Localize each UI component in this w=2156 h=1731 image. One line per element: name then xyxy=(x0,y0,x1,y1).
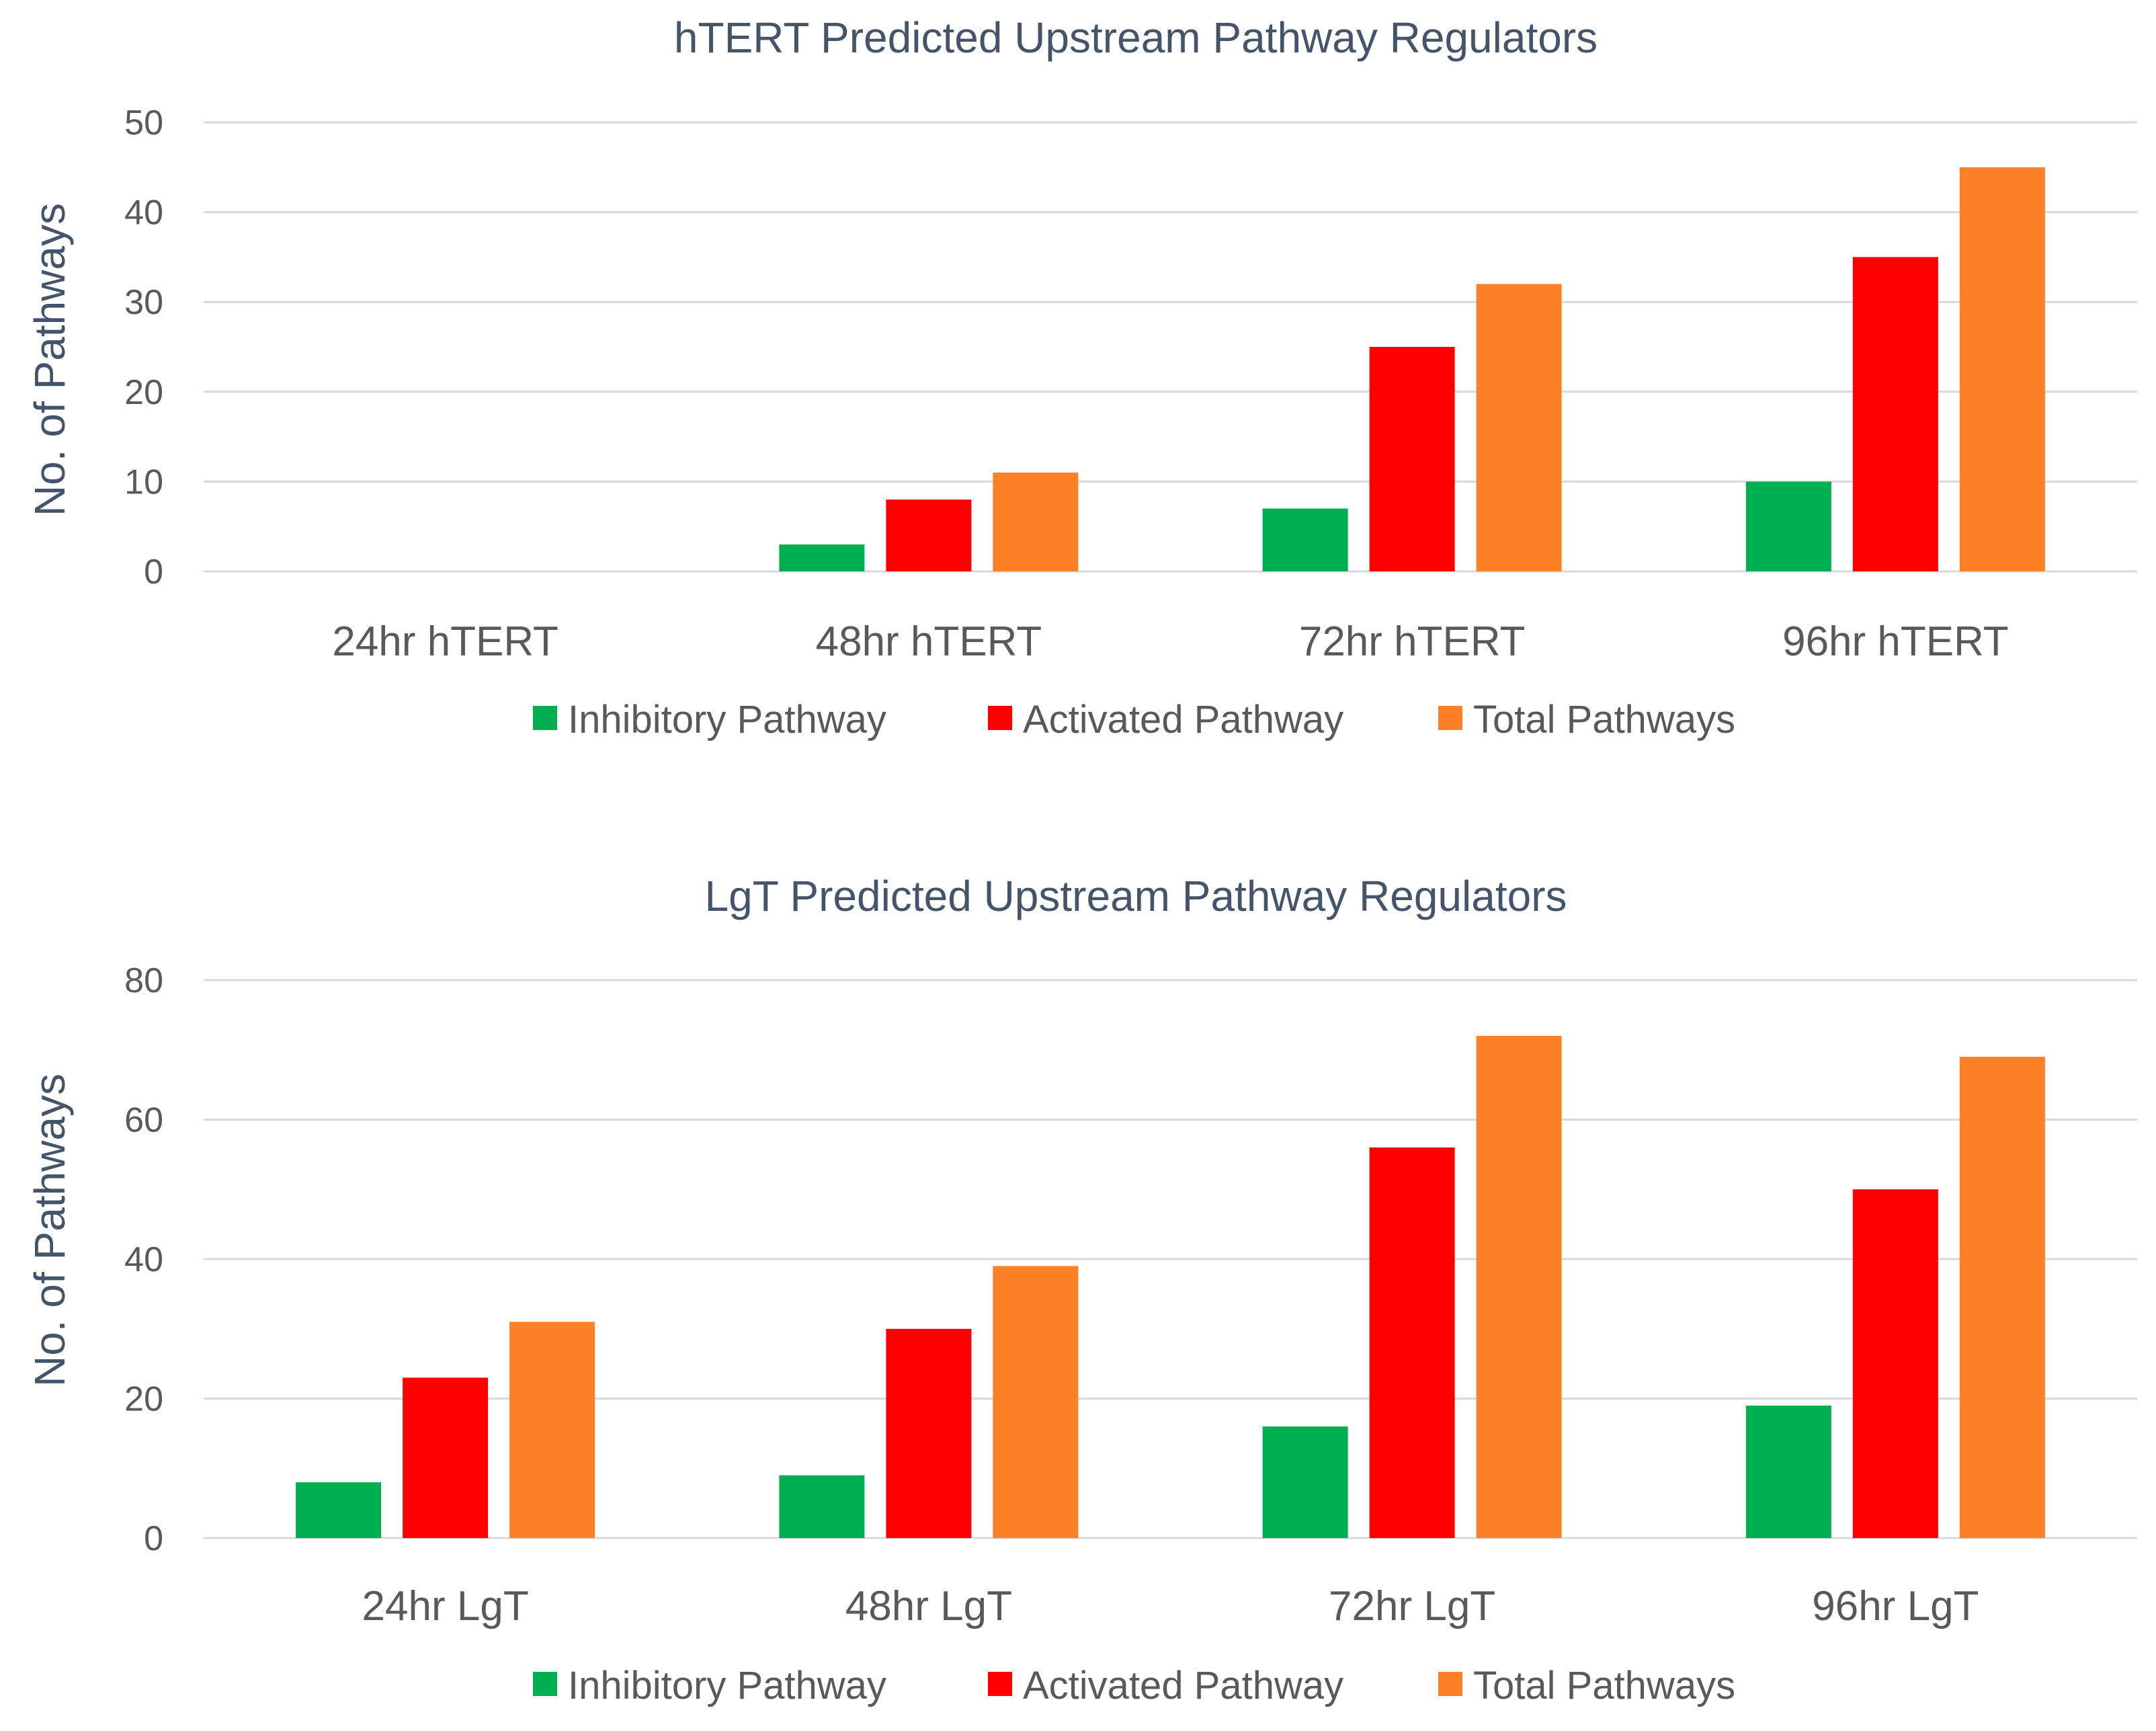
bar-inhibitory-pathway xyxy=(1262,508,1348,571)
legend-swatch xyxy=(533,706,557,730)
legend-swatch xyxy=(1438,706,1462,730)
bar-activated-pathway xyxy=(403,1377,489,1538)
y-tick-label: 40 xyxy=(124,1240,163,1279)
y-axis-ticks: 0 20 40 60 80 xyxy=(124,961,163,1558)
bar-inhibitory-pathway xyxy=(1745,481,1831,571)
legend: Inhibitory Pathway Activated Pathway Total… xyxy=(533,1664,1735,1707)
legend-label: Activated Pathway xyxy=(1023,698,1343,741)
bar-total-pathways xyxy=(993,473,1079,571)
x-axis-ticks: 24hr hTERT 48hr hTERT 72hr hTERT 96hr hTERT xyxy=(332,618,2008,665)
bar-inhibitory-pathway xyxy=(296,1482,382,1538)
y-tick-label: 0 xyxy=(144,1519,163,1558)
y-tick-label: 20 xyxy=(124,1380,163,1419)
bar-inhibitory-pathway xyxy=(779,544,865,571)
chart-title: LgT Predicted Upstream Pathway Regulator… xyxy=(705,872,1567,920)
bar-total-pathways xyxy=(1476,1036,1562,1538)
bar-inhibitory-pathway xyxy=(1262,1426,1348,1538)
legend-swatch xyxy=(988,1672,1012,1696)
legend-label: Total Pathways xyxy=(1473,698,1735,741)
bar-inhibitory-pathway xyxy=(1745,1405,1831,1538)
x-tick-label: 72hr LgT xyxy=(1329,1583,1495,1629)
x-tick-label: 24hr hTERT xyxy=(332,618,558,665)
x-tick-label: 24hr LgT xyxy=(362,1583,529,1629)
chart-title: hTERT Predicted Upstream Pathway Regulat… xyxy=(674,13,1598,62)
bar-activated-pathway xyxy=(1369,347,1455,571)
bar-total-pathways xyxy=(1959,167,2045,572)
x-tick-label: 48hr LgT xyxy=(845,1583,1012,1629)
y-tick-label: 0 xyxy=(144,553,163,592)
lgt-chart: LgT Predicted Upstream Pathway Regulator… xyxy=(26,872,2137,1707)
bar-activated-pathway xyxy=(1852,1189,1938,1538)
bars xyxy=(296,1036,2045,1538)
bar-total-pathways xyxy=(509,1322,595,1538)
bar-activated-pathway xyxy=(1852,257,1938,571)
legend-label: Inhibitory Pathway xyxy=(568,698,886,741)
y-tick-label: 60 xyxy=(124,1101,163,1140)
legend-swatch xyxy=(988,706,1012,730)
htert-chart: hTERT Predicted Upstream Pathway Regulat… xyxy=(26,13,2137,741)
y-axis-ticks: 0 10 20 30 40 50 xyxy=(124,104,163,592)
bar-total-pathways xyxy=(1476,284,1562,571)
bar-total-pathways xyxy=(1959,1057,2045,1538)
y-tick-label: 30 xyxy=(124,283,163,322)
x-tick-label: 48hr hTERT xyxy=(816,618,1042,665)
x-axis-ticks: 24hr LgT 48hr LgT 72hr LgT 96hr LgT xyxy=(362,1583,1979,1629)
bar-inhibitory-pathway xyxy=(779,1475,865,1538)
legend-label: Total Pathways xyxy=(1473,1664,1735,1707)
bar-activated-pathway xyxy=(1369,1148,1455,1538)
y-tick-label: 80 xyxy=(124,961,163,1000)
y-tick-label: 20 xyxy=(124,373,163,412)
x-tick-label: 96hr hTERT xyxy=(1782,618,2009,665)
y-tick-label: 50 xyxy=(124,104,163,143)
legend: Inhibitory Pathway Activated Pathway Total… xyxy=(533,698,1735,741)
y-axis-label: No. of Pathways xyxy=(26,1074,74,1387)
x-tick-label: 72hr hTERT xyxy=(1299,618,1526,665)
x-tick-label: 96hr LgT xyxy=(1812,1583,1979,1629)
y-tick-label: 10 xyxy=(124,462,163,501)
bars xyxy=(779,167,2045,572)
legend-label: Inhibitory Pathway xyxy=(568,1664,886,1707)
y-axis-label: No. of Pathways xyxy=(26,203,74,516)
y-tick-label: 40 xyxy=(124,194,163,233)
bar-total-pathways xyxy=(993,1266,1079,1538)
legend-label: Activated Pathway xyxy=(1023,1664,1343,1707)
legend-swatch xyxy=(1438,1672,1462,1696)
bar-activated-pathway xyxy=(886,499,972,571)
bar-activated-pathway xyxy=(886,1328,972,1538)
legend-swatch xyxy=(533,1672,557,1696)
